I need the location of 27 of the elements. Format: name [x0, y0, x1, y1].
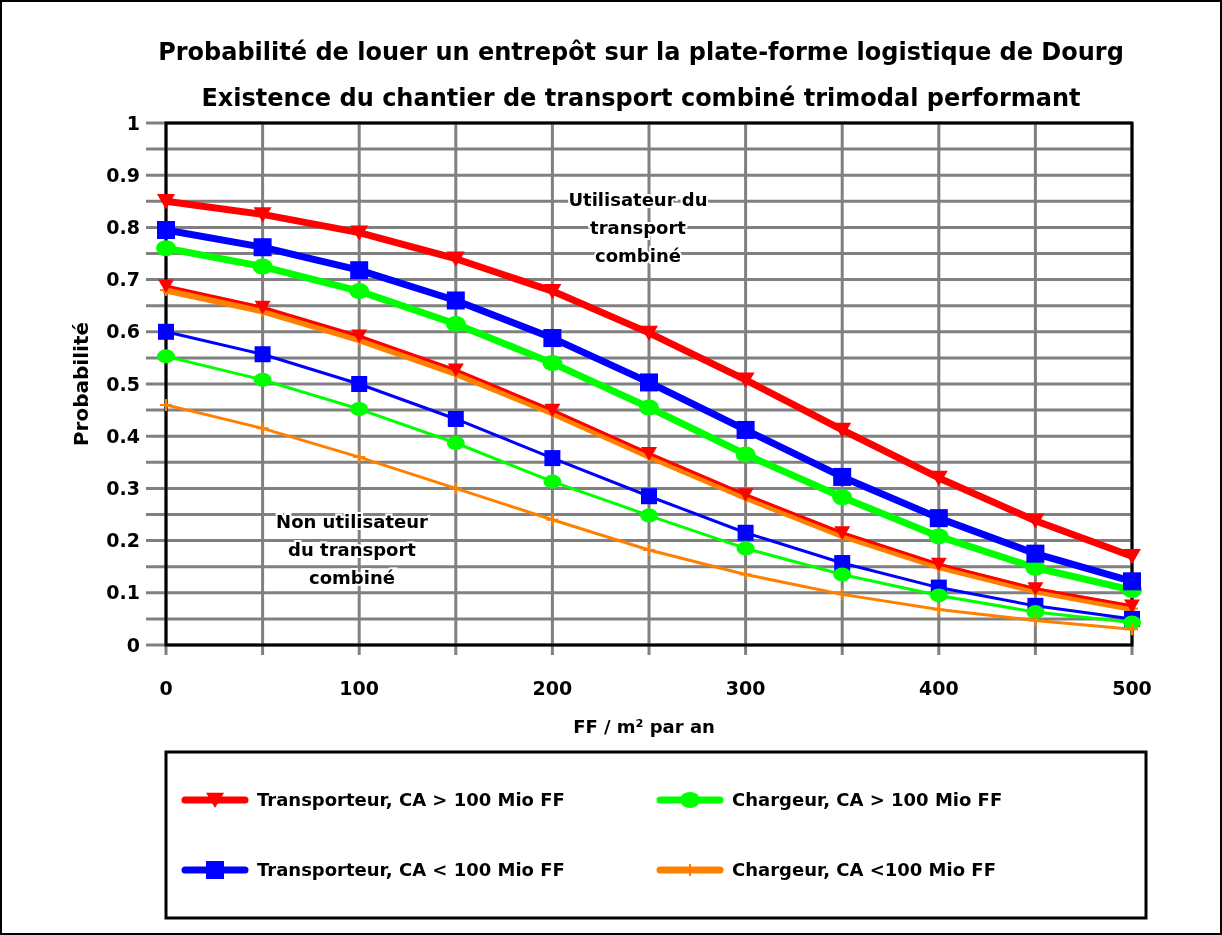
y-tick-label: 0.7 — [106, 268, 140, 291]
x-tick-label: 400 — [918, 677, 959, 699]
x-tick-label: 100 — [339, 677, 380, 699]
y-tick-label: 0.3 — [106, 477, 140, 500]
y-tick-label: 1 — [126, 111, 140, 134]
y-tick-label: 0.4 — [106, 424, 140, 447]
chart-subtitle: Existence du chantier de transport combiné trimodal performant — [201, 84, 1081, 112]
legend-label: Chargeur, CA > 100 Mio FF — [732, 789, 1003, 811]
legend-label: Chargeur, CA <100 Mio FF — [732, 859, 996, 881]
x-tick-label: 200 — [532, 677, 573, 699]
annotation: Utilisateur du transport combiné — [568, 189, 708, 267]
legend-label: Transporteur, CA > 100 Mio FF — [257, 789, 565, 811]
y-tick-label: 0.8 — [106, 216, 140, 239]
y-tick-label: 0.6 — [106, 320, 140, 343]
y-tick-label: 0.1 — [106, 581, 140, 604]
legend-label: Transporteur, CA < 100 Mio FF — [257, 859, 565, 881]
chart-title: Probabilité de louer un entrepôt sur la plate-forme logistique de Dourg — [158, 38, 1124, 66]
y-axis-title: Probabilité — [69, 321, 93, 447]
x-tick-label: 500 — [1112, 677, 1152, 699]
x-axis-title: FF / m² par an — [573, 716, 715, 737]
y-tick-label: 0.5 — [106, 372, 140, 395]
x-tick-label: 300 — [725, 677, 766, 699]
y-tick-label: 0.2 — [106, 529, 140, 552]
x-tick-label: 0 — [159, 677, 173, 699]
y-tick-label: 0.9 — [106, 163, 140, 186]
annotation: Non utilisateur du transport combiné — [276, 511, 429, 589]
y-tick-label: 0 — [126, 633, 140, 656]
